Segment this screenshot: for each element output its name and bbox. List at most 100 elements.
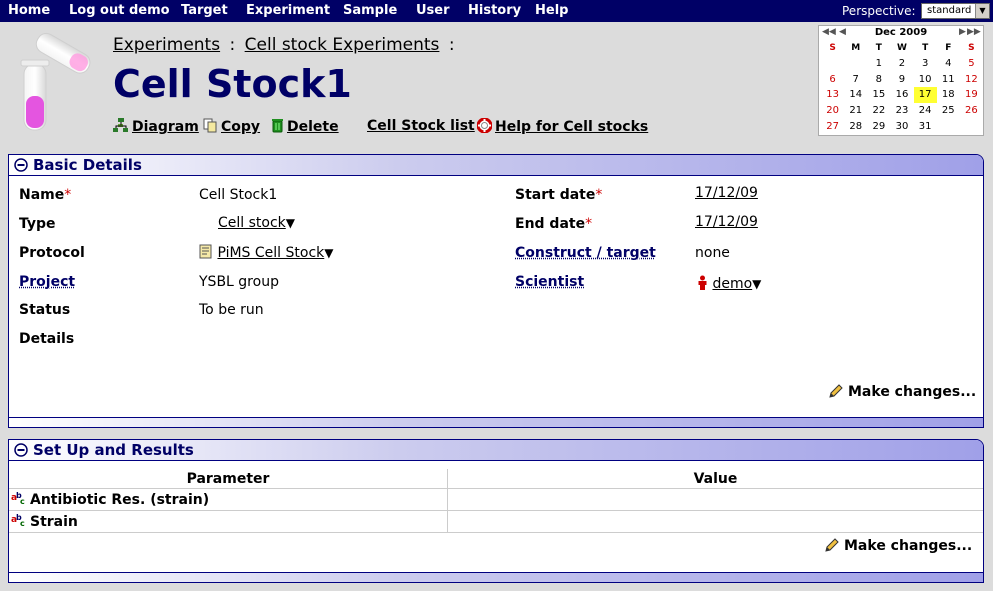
construct-target-value: none	[695, 245, 730, 261]
delete-link[interactable]: Delete	[271, 118, 339, 135]
calendar-day[interactable]: 23	[895, 105, 909, 117]
calendar-day[interactable]: 24	[918, 105, 932, 117]
calendar-day[interactable]	[844, 56, 867, 72]
diagram-link[interactable]: Diagram	[113, 118, 199, 135]
nav-home[interactable]: Home	[8, 3, 51, 18]
next-month-icon[interactable]: ▶	[959, 27, 966, 37]
dropdown-triangle-icon[interactable]: ▼	[285, 216, 296, 230]
breadcrumb-experiments[interactable]: Experiments	[113, 35, 221, 55]
results-panel: Set Up and Results Parameter Value a b c…	[8, 439, 984, 583]
nav-experiment[interactable]: Experiment	[246, 3, 331, 18]
calendar-day[interactable]: 6	[829, 73, 836, 85]
lifebuoy-icon	[476, 117, 493, 134]
basic-details-header[interactable]: Basic Details	[9, 155, 983, 176]
project-label[interactable]: Project	[19, 274, 76, 290]
nav-user[interactable]: User	[416, 3, 450, 18]
start-date-value[interactable]: 17/12/09	[695, 185, 758, 201]
dropdown-triangle-icon[interactable]: ▼	[324, 246, 334, 260]
value-cell[interactable]	[447, 510, 983, 533]
calendar-day[interactable]: 29	[872, 120, 886, 132]
calendar-day[interactable]	[821, 56, 844, 72]
delete-label: Delete	[287, 119, 339, 135]
breadcrumb-separator: :	[229, 35, 236, 55]
chevron-down-icon[interactable]: ▼	[975, 4, 989, 18]
details-label: Details	[19, 331, 75, 347]
breadcrumb-cell-stock-experiments[interactable]: Cell stock Experiments	[244, 35, 440, 55]
calendar-day[interactable]: 18	[941, 89, 955, 101]
end-date-value[interactable]: 17/12/09	[695, 214, 758, 230]
calendar-dow: M	[851, 42, 861, 53]
collapse-icon[interactable]	[14, 158, 28, 172]
calendar-day[interactable]	[937, 118, 960, 134]
page-title: Cell Stock1	[113, 62, 352, 106]
calendar-grid: S M T W T F S 1 2 3 4 5 6 7 8 9 10 11 12…	[821, 40, 983, 134]
calendar-day[interactable]: 8	[875, 73, 883, 85]
calendar-day[interactable]: 7	[852, 73, 859, 85]
calendar-day[interactable]: 27	[826, 120, 839, 132]
make-changes-button[interactable]: Make changes...	[824, 537, 972, 554]
calendar-day[interactable]: 12	[965, 73, 978, 85]
calendar-day[interactable]: 21	[849, 105, 863, 117]
scientist-label[interactable]: Scientist	[515, 274, 585, 290]
calendar-dow: W	[897, 42, 907, 53]
calendar-day[interactable]	[960, 118, 983, 134]
calendar-day[interactable]: 1	[875, 58, 883, 70]
nav-history[interactable]: History	[468, 3, 522, 18]
calendar-day[interactable]: 16	[895, 89, 909, 101]
svg-text:c: c	[20, 497, 25, 505]
calendar-day[interactable]: 25	[941, 105, 955, 117]
calendar-day[interactable]: 10	[918, 73, 932, 85]
protocol-value[interactable]: PiMS Cell Stock▼	[199, 244, 334, 261]
value-cell[interactable]	[447, 488, 983, 511]
name-value: Cell Stock1	[199, 187, 278, 203]
calendar-day[interactable]: 26	[965, 105, 978, 117]
perspective-select[interactable]: standard ▼	[921, 3, 990, 19]
collapse-icon[interactable]	[14, 443, 28, 457]
results-header[interactable]: Set Up and Results	[9, 440, 983, 461]
svg-text:b: b	[16, 491, 22, 500]
calendar-day[interactable]: 31	[918, 120, 932, 132]
calendar-day[interactable]: 14	[849, 89, 863, 101]
results-title: Set Up and Results	[33, 441, 194, 459]
calendar-day[interactable]: 19	[965, 89, 978, 101]
calendar-day[interactable]: 5	[968, 58, 975, 70]
nav-log-out[interactable]: Log out demo	[69, 3, 170, 18]
make-changes-button[interactable]: Make changes...	[828, 383, 976, 400]
table-row: a b c Strain	[9, 510, 983, 533]
dropdown-triangle-icon[interactable]: ▼	[752, 277, 762, 291]
perspective-value: standard	[927, 5, 972, 16]
breadcrumb: Experiments : Cell stock Experiments :	[113, 35, 459, 55]
scientist-value[interactable]: demo▼	[697, 275, 761, 292]
calendar-day[interactable]: 15	[872, 89, 886, 101]
calendar-day[interactable]: 3	[921, 58, 929, 70]
calendar-day[interactable]: 20	[826, 105, 839, 117]
cell-stock-list-link[interactable]: Cell Stock list	[367, 118, 475, 134]
calendar-day[interactable]: 22	[872, 105, 886, 117]
person-icon	[698, 275, 707, 290]
calendar-day[interactable]: 2	[898, 58, 906, 70]
calendar-day[interactable]: 9	[898, 73, 906, 85]
nav-target[interactable]: Target	[181, 3, 228, 18]
nav-sample[interactable]: Sample	[343, 3, 398, 18]
calendar-day[interactable]: 11	[941, 73, 955, 85]
type-value[interactable]: Cell stock▼	[218, 215, 296, 231]
help-link[interactable]: Help for Cell stocks	[476, 117, 648, 135]
svg-text:a: a	[11, 515, 17, 525]
next-year-icon[interactable]: ▶▶	[967, 27, 981, 37]
copy-link[interactable]: Copy	[203, 118, 260, 135]
prev-month-icon[interactable]: ◀	[839, 27, 846, 37]
prev-year-icon[interactable]: ◀◀	[822, 27, 836, 37]
required-mark: *	[585, 216, 593, 232]
calendar-day[interactable]: 13	[826, 89, 839, 101]
panel-footer	[9, 417, 983, 427]
calendar-day[interactable]: 30	[895, 120, 909, 132]
calendar-day[interactable]: 4	[945, 58, 952, 70]
calendar-day[interactable]: 28	[849, 120, 863, 132]
copy-label: Copy	[221, 119, 261, 135]
construct-target-label[interactable]: Construct / target	[515, 245, 656, 261]
calendar-day-today[interactable]: 17	[913, 87, 937, 103]
parameter-name: Strain	[30, 514, 78, 530]
copy-icon	[203, 118, 217, 133]
nav-help[interactable]: Help	[535, 3, 569, 18]
column-header-parameter: Parameter	[9, 469, 448, 489]
